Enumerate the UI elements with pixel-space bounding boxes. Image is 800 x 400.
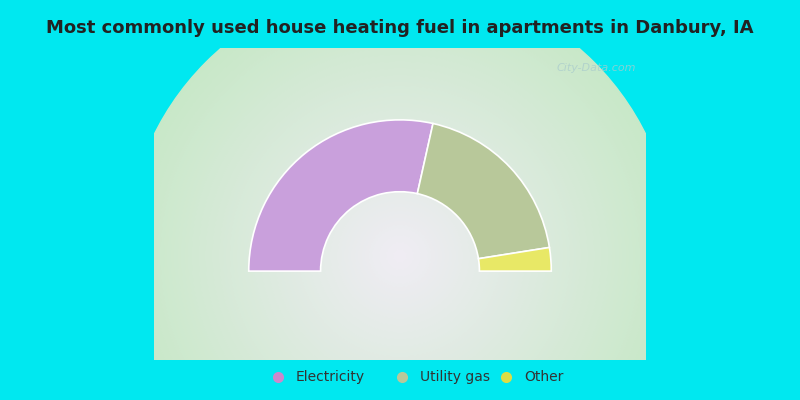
Circle shape	[157, 13, 643, 400]
Circle shape	[289, 145, 511, 367]
Circle shape	[150, 6, 650, 400]
Circle shape	[247, 103, 553, 400]
Wedge shape	[418, 124, 550, 259]
Circle shape	[265, 121, 535, 391]
Circle shape	[390, 246, 410, 266]
Circle shape	[126, 0, 674, 400]
Circle shape	[234, 90, 566, 400]
Circle shape	[195, 51, 605, 400]
Circle shape	[206, 62, 594, 400]
Text: Electricity: Electricity	[296, 370, 365, 384]
Circle shape	[299, 155, 501, 357]
Circle shape	[209, 65, 591, 400]
Circle shape	[278, 134, 522, 378]
Circle shape	[250, 107, 550, 400]
Circle shape	[314, 169, 486, 343]
Circle shape	[338, 194, 462, 318]
Circle shape	[219, 76, 581, 400]
Circle shape	[182, 37, 618, 400]
Circle shape	[161, 16, 639, 400]
Circle shape	[244, 100, 556, 400]
Circle shape	[130, 0, 670, 400]
Circle shape	[330, 186, 470, 326]
Circle shape	[254, 110, 546, 400]
Circle shape	[133, 0, 667, 400]
Circle shape	[369, 225, 431, 287]
Wedge shape	[478, 248, 551, 271]
Circle shape	[366, 221, 434, 291]
Circle shape	[154, 10, 646, 400]
Circle shape	[372, 228, 428, 284]
Circle shape	[202, 58, 598, 400]
Circle shape	[261, 117, 539, 395]
Circle shape	[296, 152, 504, 360]
Circle shape	[379, 235, 421, 277]
Circle shape	[303, 159, 497, 353]
Circle shape	[324, 180, 476, 332]
Circle shape	[164, 20, 636, 400]
Circle shape	[341, 197, 459, 315]
Text: Utility gas: Utility gas	[420, 370, 490, 384]
Circle shape	[393, 249, 407, 263]
Circle shape	[362, 218, 438, 294]
Circle shape	[310, 166, 490, 346]
Circle shape	[376, 232, 424, 280]
Circle shape	[146, 3, 654, 400]
Circle shape	[174, 30, 626, 400]
Circle shape	[268, 124, 532, 388]
Circle shape	[286, 142, 514, 370]
Circle shape	[216, 72, 584, 400]
Circle shape	[358, 214, 442, 298]
Circle shape	[320, 176, 480, 336]
Circle shape	[213, 68, 587, 400]
Circle shape	[306, 162, 494, 350]
Circle shape	[397, 252, 403, 260]
Circle shape	[188, 44, 612, 400]
Circle shape	[345, 200, 455, 312]
Circle shape	[271, 128, 529, 384]
Circle shape	[226, 82, 574, 400]
Circle shape	[282, 138, 518, 374]
Circle shape	[167, 24, 633, 400]
Text: Most commonly used house heating fuel in apartments in Danbury, IA: Most commonly used house heating fuel in…	[46, 19, 754, 37]
Circle shape	[386, 242, 414, 270]
Circle shape	[334, 190, 466, 322]
Circle shape	[355, 211, 445, 301]
Circle shape	[348, 204, 452, 308]
Circle shape	[293, 148, 507, 364]
Circle shape	[198, 55, 602, 400]
Circle shape	[223, 79, 577, 400]
Wedge shape	[249, 120, 433, 271]
Circle shape	[275, 131, 525, 381]
Circle shape	[140, 0, 660, 400]
Circle shape	[382, 239, 418, 273]
Circle shape	[185, 41, 615, 400]
Circle shape	[240, 96, 560, 400]
Circle shape	[258, 114, 542, 398]
Circle shape	[178, 34, 622, 400]
Circle shape	[136, 0, 664, 400]
Text: City-Data.com: City-Data.com	[557, 63, 636, 73]
Circle shape	[143, 0, 657, 400]
Circle shape	[192, 48, 608, 400]
Circle shape	[317, 173, 483, 339]
Circle shape	[327, 183, 473, 329]
Text: Other: Other	[524, 370, 563, 384]
Circle shape	[230, 86, 570, 400]
Circle shape	[237, 93, 563, 400]
Circle shape	[351, 208, 449, 304]
Circle shape	[171, 27, 629, 400]
